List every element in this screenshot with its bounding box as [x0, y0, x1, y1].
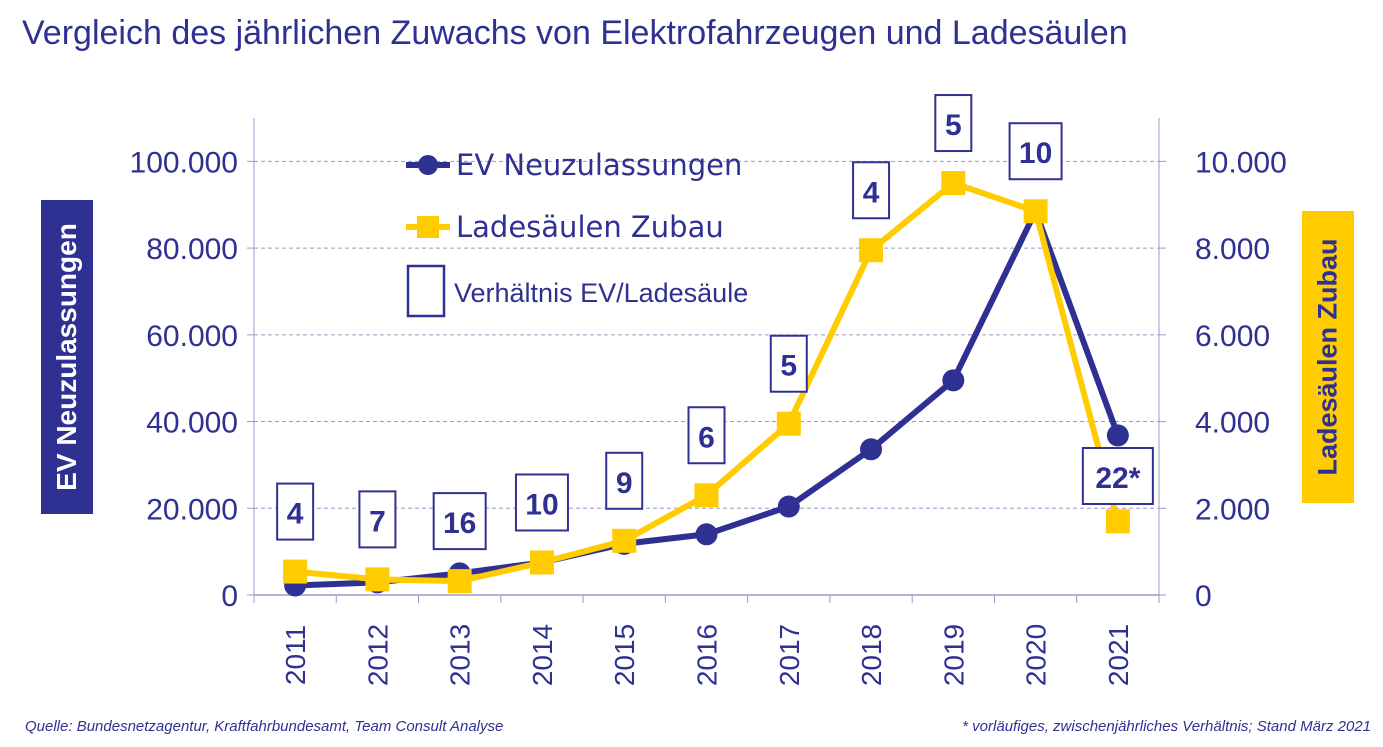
- ratio-label: 9: [616, 467, 633, 500]
- right-axis-label: Ladesäulen Zubau: [1302, 211, 1354, 503]
- charging-point: [529, 550, 554, 575]
- charging-point: [283, 559, 308, 584]
- charging-point: [776, 411, 801, 436]
- charging-point: [941, 171, 966, 196]
- x-tick-label: 2020: [1021, 624, 1052, 686]
- source-note: Quelle: Bundesnetzagentur, Kraftfahrbund…: [25, 718, 504, 735]
- charging-point: [694, 483, 719, 508]
- ratio-box: [1081, 447, 1154, 505]
- ratio-box: [605, 451, 644, 510]
- ratio-label: 10: [525, 488, 558, 521]
- x-tick-label: 2011: [280, 625, 311, 685]
- ratio-label: 10: [1019, 137, 1052, 170]
- ratio-box: [358, 490, 397, 549]
- legend-ev-marker: [418, 155, 438, 175]
- ratio-box: [769, 334, 808, 393]
- x-tick-label: 2015: [609, 624, 640, 686]
- chart-title: Vergleich des jährlichen Zuwachs von Ele…: [22, 14, 1128, 52]
- x-tick-label: 2012: [362, 624, 393, 686]
- ev-point: [860, 438, 883, 461]
- ratio-box: [852, 161, 891, 220]
- left-axis-label: EV Neuzulassungen: [41, 200, 93, 514]
- left-tick-label: 60.000: [146, 320, 238, 353]
- left-tick-label: 0: [221, 580, 238, 613]
- ratio-box: [276, 482, 315, 541]
- charging-point: [447, 569, 472, 594]
- right-tick-label: 2.000: [1195, 493, 1270, 526]
- ev-point: [1106, 424, 1129, 447]
- ev-point: [777, 495, 800, 518]
- charging-point: [1105, 509, 1130, 534]
- ratio-box: [432, 492, 487, 551]
- ratio-label: 4: [863, 176, 880, 209]
- left-tick-label: 20.000: [146, 493, 238, 526]
- legend-charging-marker: [417, 216, 439, 238]
- left-tick-label: 40.000: [146, 407, 238, 440]
- x-tick-label: 2019: [938, 624, 969, 686]
- legend-charging-label: Ladesäulen Zubau: [456, 210, 724, 244]
- charging-point: [365, 567, 390, 592]
- right-tick-label: 0: [1195, 580, 1212, 613]
- ratio-label: 6: [698, 421, 715, 454]
- right-tick-label: 10.000: [1195, 146, 1287, 179]
- right-tick-label: 4.000: [1195, 407, 1270, 440]
- legend-ratio-box: [406, 264, 446, 318]
- footnote: * vorläufiges, zwischenjährliches Verhäl…: [962, 718, 1371, 735]
- ratio-box: [687, 406, 726, 465]
- ratio-label: 16: [443, 507, 476, 540]
- x-tick-label: 2016: [692, 624, 723, 686]
- ratio-box: [1008, 122, 1063, 181]
- charging-point: [1023, 199, 1048, 224]
- left-tick-label: 80.000: [146, 233, 238, 266]
- x-tick-label: 2014: [527, 624, 558, 686]
- right-tick-label: 8.000: [1195, 233, 1270, 266]
- x-tick-label: 2018: [856, 624, 887, 686]
- left-tick-label: 100.000: [130, 146, 238, 179]
- ratio-label: 5: [945, 109, 962, 142]
- ev-point: [942, 369, 965, 392]
- x-tick-label: 2021: [1103, 624, 1134, 686]
- legend-ev-label: EV Neuzulassungen: [456, 148, 742, 182]
- ratio-label: 7: [369, 505, 386, 538]
- ratio-box: [934, 94, 973, 153]
- legend-ratio-label: Verhältnis EV/Ladesäule: [454, 278, 748, 308]
- ratio-label: 4: [287, 498, 304, 531]
- x-tick-label: 2017: [774, 624, 805, 686]
- charging-point: [859, 238, 884, 263]
- ev-point: [695, 523, 718, 546]
- x-tick-label: 2013: [445, 624, 476, 686]
- ratio-label: 5: [780, 350, 797, 383]
- ratio-box: [514, 473, 569, 532]
- right-tick-label: 6.000: [1195, 320, 1270, 353]
- ratio-label: 22*: [1095, 462, 1140, 495]
- charging-point: [612, 528, 637, 553]
